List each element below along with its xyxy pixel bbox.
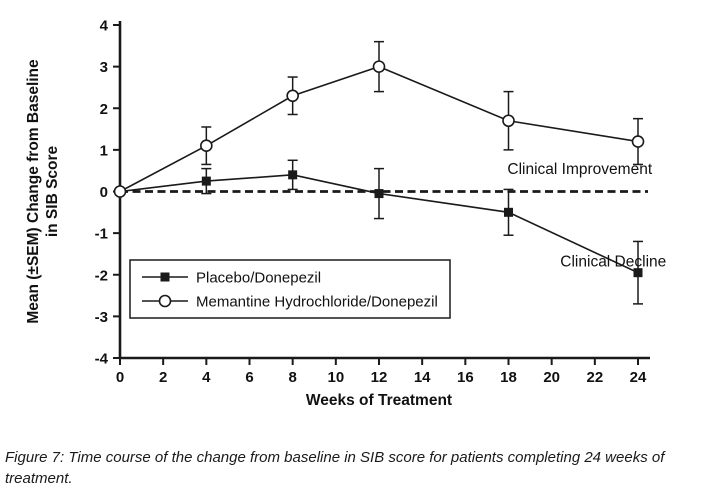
- filled-square-marker: [288, 170, 298, 180]
- open-circle-marker: [502, 114, 515, 128]
- legend: Placebo/Donepezil Memantine Hydrochloride…: [129, 259, 451, 319]
- y-tick-label: 4: [100, 18, 109, 35]
- annotations: Clinical Improvement Clinical Decline: [507, 161, 666, 270]
- x-tick-label: 18: [500, 369, 517, 386]
- x-axis-ticks: 0 2 4 6 8 10 12 14 16 18 20 22 24: [116, 358, 647, 386]
- y-tick-label: 3: [100, 59, 108, 76]
- x-tick-label: 22: [586, 369, 603, 386]
- open-circle-marker: [631, 135, 645, 148]
- legend-box: [129, 259, 451, 319]
- y-tick-label: -1: [95, 226, 108, 243]
- y-tick-label: 1: [100, 142, 108, 159]
- filled-square-marker: [160, 272, 170, 282]
- x-tick-label: 12: [371, 369, 388, 386]
- y-tick-label: 2: [100, 101, 108, 118]
- open-circle-marker: [200, 139, 213, 153]
- x-tick-label: 10: [327, 369, 344, 386]
- x-tick-label: 8: [288, 369, 296, 386]
- open-circle-marker: [158, 294, 172, 308]
- x-tick-label: 14: [414, 369, 431, 386]
- x-tick-label: 20: [543, 369, 560, 386]
- legend-label: Placebo/Donepezil: [196, 270, 321, 287]
- open-circle-marker: [113, 185, 127, 198]
- x-tick-label: 6: [245, 369, 253, 386]
- x-tick-label: 24: [630, 369, 647, 386]
- y-axis-title-line1: Mean (±SEM) Change from Baseline: [25, 59, 42, 324]
- annotation-text: Clinical Decline: [560, 253, 666, 270]
- annotation-text: Clinical Improvement: [507, 161, 652, 178]
- y-tick-label: -3: [95, 309, 108, 326]
- y-axis-title-line2: in SIB Score: [44, 145, 61, 237]
- filled-square-marker: [201, 176, 211, 186]
- open-circle-marker: [372, 60, 386, 73]
- x-tick-label: 0: [116, 369, 124, 386]
- open-circle-marker: [286, 89, 299, 103]
- x-axis-title: Weeks of Treatment: [306, 392, 452, 409]
- x-tick-label: 2: [159, 369, 167, 386]
- series-memantine-donepezil: [113, 40, 645, 198]
- y-tick-label: 0: [100, 184, 108, 201]
- legend-label: Memantine Hydrochloride/Donepezil: [196, 294, 438, 311]
- filled-square-marker: [633, 268, 643, 278]
- y-axis-ticks: 4 3 2 1 0 -1 -2 -3 -4: [95, 18, 120, 368]
- y-tick-label: -4: [95, 351, 109, 368]
- x-tick-label: 4: [202, 369, 211, 386]
- y-tick-label: -2: [95, 267, 108, 284]
- axis-titles: Weeks of Treatment Mean (±SEM) Change fro…: [25, 59, 452, 409]
- filled-square-marker: [374, 189, 384, 199]
- figure-caption: Figure 7: Time course of the change from…: [5, 449, 665, 488]
- filled-square-marker: [504, 207, 513, 217]
- x-tick-label: 16: [457, 369, 474, 386]
